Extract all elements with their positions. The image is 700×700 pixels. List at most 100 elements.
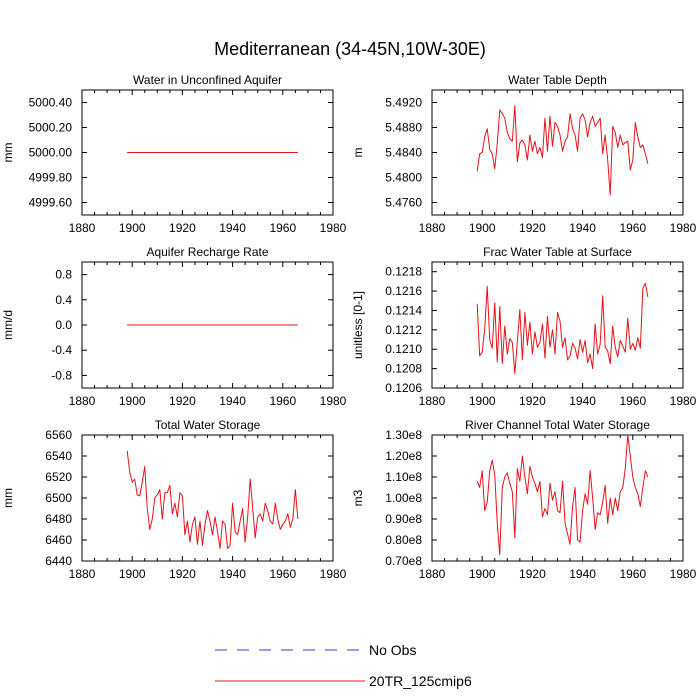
x-tick-label: 1960 — [269, 567, 296, 581]
panel-title: Frac Water Table at Surface — [483, 245, 632, 259]
panel-1: Water Table Depth m 1880 1900 1920 1940 1960 19… — [351, 73, 697, 235]
y-tick-label: 5000.00 — [29, 146, 73, 160]
y-tick-label: 0.1218 — [385, 265, 422, 279]
panel-frame — [81, 434, 334, 562]
y-tick-label: 5.4840 — [385, 146, 422, 160]
y-tick-label: 4999.80 — [29, 171, 73, 185]
legend-label-20tr-125cmip6: 20TR_125cmip6 — [369, 673, 472, 689]
legend-label-no-obs: No Obs — [369, 642, 416, 658]
x-tick-label: 1980 — [320, 567, 347, 581]
x-tick-label: 1980 — [670, 394, 697, 408]
y-tick-label: 6540 — [45, 449, 72, 463]
x-tick-label: 1880 — [419, 394, 446, 408]
x-tick-label: 1940 — [569, 221, 596, 235]
x-tick-label: 1920 — [169, 394, 196, 408]
y-tick-label: -0.8 — [51, 368, 72, 382]
x-tick-label: 1960 — [619, 221, 646, 235]
y-tick-label: -0.4 — [51, 343, 72, 357]
x-tick-label: 1920 — [169, 221, 196, 235]
y-tick-label: 5.4800 — [385, 171, 422, 185]
x-tick-label: 1880 — [69, 394, 96, 408]
x-tick-label: 1920 — [519, 567, 546, 581]
y-tick-label: 0.1206 — [385, 381, 422, 395]
y-tick-label: 6500 — [45, 491, 72, 505]
y-tick-label: 0.1212 — [385, 323, 422, 337]
panel-frame — [431, 261, 684, 389]
y-tick-label: 4999.60 — [29, 196, 73, 210]
y-tick-label: 0.1214 — [385, 303, 422, 317]
panel-0: Water in Unconfined Aquifer mm 1880 1900 192… — [1, 73, 347, 235]
x-tick-label: 1940 — [219, 221, 246, 235]
x-tick-label: 1980 — [320, 394, 347, 408]
x-tick-label: 1960 — [269, 394, 296, 408]
x-tick-label: 1940 — [569, 394, 596, 408]
figure-title: Mediterranean (34-45N,10W-30E) — [214, 39, 486, 59]
x-tick-label: 1920 — [169, 567, 196, 581]
y-tick-label: 5000.40 — [29, 96, 73, 110]
x-tick-label: 1880 — [419, 221, 446, 235]
x-tick-label: 1980 — [670, 221, 697, 235]
y-axis-label: unitless [0-1] — [351, 291, 365, 359]
y-tick-label: 6440 — [45, 554, 72, 568]
y-tick-label: 0.1210 — [385, 342, 422, 356]
panel-title: Aquifer Recharge Rate — [146, 245, 268, 259]
y-tick-label: 5.4880 — [385, 121, 422, 135]
series-line — [476, 282, 649, 374]
y-tick-label: 0.80e8 — [385, 533, 422, 547]
y-tick-label: 1.20e8 — [385, 449, 422, 463]
panel-title: Water in Unconfined Aquifer — [133, 73, 282, 87]
y-axis-label: mm — [1, 143, 15, 163]
y-tick-label: 1.10e8 — [385, 470, 422, 484]
y-tick-label: 0.1208 — [385, 362, 422, 376]
x-tick-label: 1880 — [69, 567, 96, 581]
x-tick-label: 1960 — [269, 221, 296, 235]
y-axis-label: mm/d — [1, 310, 15, 340]
x-tick-label: 1900 — [469, 221, 496, 235]
x-tick-label: 1920 — [519, 221, 546, 235]
series-line — [476, 434, 649, 556]
panel-5: River Channel Total Water Storage m3 1880 1… — [351, 418, 697, 581]
x-tick-label: 1940 — [219, 567, 246, 581]
y-tick-label: 6460 — [45, 533, 72, 547]
x-tick-label: 1900 — [119, 394, 146, 408]
panel-3: Frac Water Table at Surface unitless [0-1… — [351, 245, 697, 408]
series-line — [476, 105, 649, 196]
y-tick-label: 6560 — [45, 428, 72, 442]
y-axis-label: m — [351, 148, 365, 158]
panel-title: River Channel Total Water Storage — [465, 418, 650, 432]
y-tick-label: 5.4760 — [385, 196, 422, 210]
x-tick-label: 1960 — [619, 394, 646, 408]
x-tick-label: 1980 — [670, 567, 697, 581]
x-tick-label: 1880 — [69, 221, 96, 235]
x-tick-label: 1900 — [469, 567, 496, 581]
panel-title: Water Table Depth — [508, 73, 607, 87]
y-tick-label: 1.30e8 — [385, 428, 422, 442]
y-tick-label: 0.1216 — [385, 284, 422, 298]
panels: Water in Unconfined Aquifer mm 1880 1900 192… — [1, 73, 697, 581]
x-tick-label: 1960 — [619, 567, 646, 581]
x-tick-label: 1940 — [219, 394, 246, 408]
x-tick-label: 1880 — [419, 567, 446, 581]
panel-2: Aquifer Recharge Rate mm/d 1880 1900 1920 194… — [1, 245, 347, 408]
y-tick-label: 0.70e8 — [385, 554, 422, 568]
legend: No Obs 20TR_125cmip6 — [215, 642, 472, 689]
y-tick-label: 1.00e8 — [385, 491, 422, 505]
series-line — [126, 450, 299, 549]
y-tick-label: 6520 — [45, 470, 72, 484]
x-tick-label: 1900 — [119, 221, 146, 235]
x-tick-label: 1940 — [569, 567, 596, 581]
y-tick-label: 5.4920 — [385, 96, 422, 110]
y-tick-label: 5000.20 — [29, 121, 73, 135]
x-tick-label: 1900 — [119, 567, 146, 581]
x-tick-label: 1900 — [469, 394, 496, 408]
x-tick-label: 1920 — [519, 394, 546, 408]
y-axis-label: m3 — [351, 489, 365, 506]
panel-4: Total Water Storage mm 1880 1900 1920 1940 196… — [1, 418, 347, 581]
y-tick-label: 0.4 — [55, 293, 72, 307]
y-axis-label: mm — [1, 488, 15, 508]
y-tick-label: 0.8 — [55, 268, 72, 282]
x-tick-label: 1980 — [320, 221, 347, 235]
panel-title: Total Water Storage — [155, 418, 261, 432]
y-tick-label: 0.0 — [55, 318, 72, 332]
